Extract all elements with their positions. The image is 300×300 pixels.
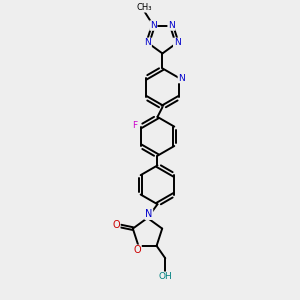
Text: CH₃: CH₃ [137,3,152,12]
Text: N: N [174,38,181,47]
Text: N: N [168,21,175,30]
Text: OH: OH [158,272,172,281]
Text: O: O [112,220,120,230]
Text: N: N [178,74,185,82]
Text: O: O [134,245,141,255]
Text: N: N [150,21,157,30]
Text: N: N [145,209,152,219]
Text: F: F [133,121,138,130]
Text: N: N [144,38,151,47]
